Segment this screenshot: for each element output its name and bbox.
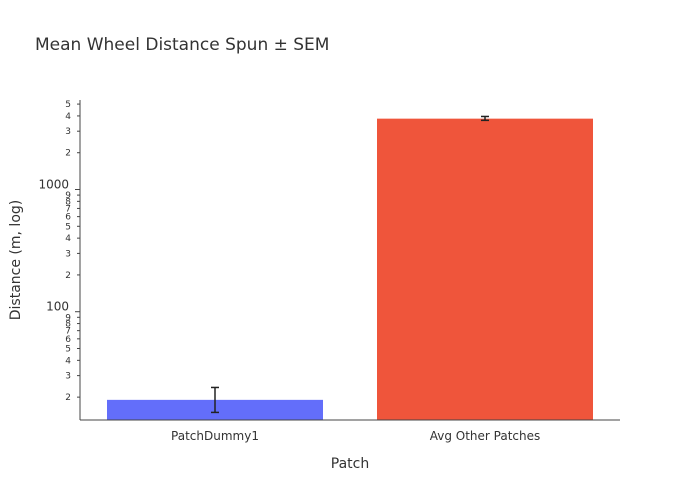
y-minor-tick-label-17: 2 <box>65 149 71 159</box>
x-axis: PatchDummy1 Avg Other Patches <box>80 419 620 443</box>
y-minor-tick-label-1: 2 <box>65 393 71 403</box>
error-bar-2 <box>481 115 489 122</box>
bars-group <box>107 118 593 420</box>
y-minor-tick-label-20: 5 <box>65 100 71 110</box>
x-tick-label-1: PatchDummy1 <box>171 429 259 443</box>
y-minor-tick-label-10: 3 <box>65 249 71 259</box>
y-minor-tick-label-18: 3 <box>65 127 71 137</box>
y-minor-tick-label-14: 7 <box>65 204 71 214</box>
y-minor-tick-label-3: 4 <box>65 356 71 366</box>
y-minor-tick-label-4: 5 <box>65 345 71 355</box>
y-axis-title: Distance (m, log) <box>8 200 24 320</box>
y-minor-tick-label-6: 7 <box>65 327 71 337</box>
y-minor-tick-label-12: 5 <box>65 222 71 232</box>
x-tick-label-2: Avg Other Patches <box>430 429 541 443</box>
y-minor-tick-label-2: 3 <box>65 372 71 382</box>
y-major-tick-label-2: 1000 <box>38 178 69 192</box>
error-bars-group <box>211 115 489 414</box>
x-axis-title: Patch <box>331 456 369 472</box>
y-minor-tick-label-11: 4 <box>65 234 71 244</box>
chart-title: Mean Wheel Distance Spun ± SEM <box>35 35 329 55</box>
y-minor-tick-label-5: 6 <box>65 335 71 345</box>
y-minor-tick-label-19: 4 <box>65 112 71 122</box>
y-minor-tick-label-13: 6 <box>65 213 71 223</box>
bar-2 <box>377 118 593 420</box>
y-minor-tick-label-15: 8 <box>65 197 71 207</box>
y-minor-tick-label-16: 9 <box>65 191 71 201</box>
y-minor-tick-label-9: 2 <box>65 271 71 281</box>
y-minor-tick-label-7: 8 <box>65 320 71 330</box>
error-bar-1 <box>211 386 219 414</box>
y-minor-tick-label-8: 9 <box>65 313 71 323</box>
y-major-tick-label-1: 100 <box>46 300 69 314</box>
